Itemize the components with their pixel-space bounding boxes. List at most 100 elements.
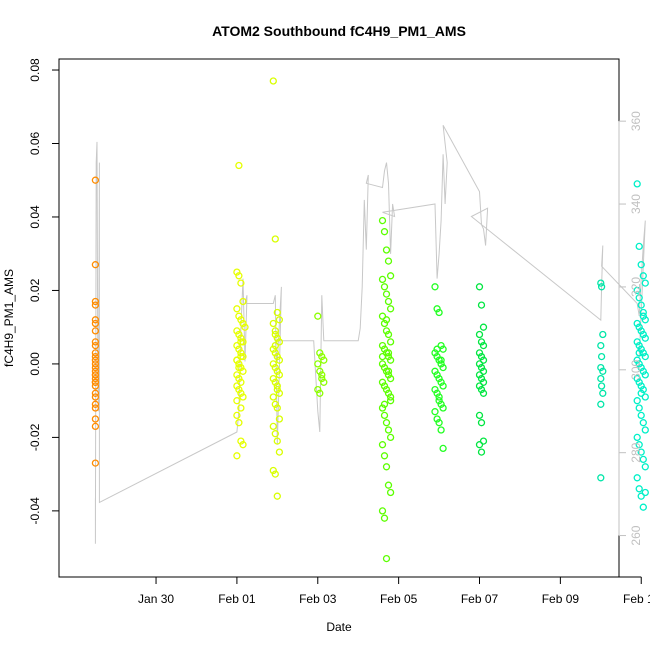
data-point [597, 283, 606, 291]
data-point [384, 481, 393, 489]
data-point [271, 470, 279, 478]
data-point [475, 330, 484, 339]
data-point [237, 404, 245, 412]
x-axis-label: Date [326, 620, 352, 634]
data-point [239, 338, 247, 346]
data-point [435, 393, 443, 401]
data-point [380, 411, 389, 420]
data-point [384, 371, 393, 379]
data-point [479, 367, 488, 375]
data-point [378, 341, 387, 350]
data-point [237, 334, 245, 342]
data-point [597, 382, 606, 390]
data-point [384, 330, 393, 339]
data-point [318, 374, 326, 383]
data-point [271, 349, 279, 357]
data-point [91, 349, 100, 357]
data-point [637, 382, 645, 390]
data-point [271, 363, 279, 372]
data-point [316, 389, 324, 397]
data-point [380, 400, 389, 408]
y-axis-label: fC4H9_PM1_AMS [2, 269, 16, 367]
data-point [91, 319, 100, 328]
data-point [382, 385, 391, 394]
data-point [233, 452, 241, 460]
data-point [382, 554, 391, 563]
data-point [639, 503, 647, 511]
data-point [633, 433, 641, 442]
data-point [597, 341, 605, 350]
data-point [439, 444, 447, 453]
data-point [439, 404, 447, 412]
data-point [479, 356, 488, 364]
data-point [275, 338, 284, 346]
data-point [597, 400, 605, 408]
data-point [269, 345, 277, 353]
data-point [235, 345, 243, 353]
data-point [239, 441, 247, 449]
data-point [269, 422, 277, 431]
data-point [271, 341, 279, 350]
data-point [433, 415, 441, 423]
x-tick-label: Feb 09 [542, 592, 580, 606]
data-point [91, 459, 100, 467]
data-point [433, 389, 441, 397]
data-point [233, 382, 241, 390]
data-point [435, 419, 443, 427]
data-point [433, 345, 441, 353]
x-tick-label: Feb 11 [623, 592, 650, 606]
data-point [639, 385, 647, 394]
data-point [635, 378, 643, 386]
data-point [91, 415, 100, 423]
data-point [479, 389, 488, 397]
data-point [437, 378, 445, 386]
data-point [91, 261, 100, 269]
data-point [435, 308, 443, 317]
data-point [91, 400, 100, 408]
data-point [235, 272, 243, 280]
data-point [477, 374, 486, 383]
data-point [91, 367, 100, 375]
data-point [269, 466, 277, 475]
data-point [380, 319, 389, 328]
y2-tick-label: 280 [629, 442, 643, 462]
data-point [382, 327, 391, 335]
data-point [269, 77, 277, 85]
data-point [378, 404, 387, 412]
data-point [91, 422, 100, 431]
data-point [382, 246, 391, 254]
data-point [639, 312, 647, 320]
data-point [633, 286, 641, 295]
data-point [380, 452, 389, 460]
data-point [91, 389, 100, 397]
data-point [273, 352, 281, 361]
data-point [233, 397, 241, 405]
data-point [637, 448, 645, 456]
y2-tick-label: 320 [629, 277, 643, 297]
data-point [599, 330, 607, 339]
data-point [635, 360, 643, 368]
data-point [635, 242, 643, 251]
data-point [237, 352, 245, 361]
data-point [237, 279, 245, 287]
data-point [378, 275, 387, 284]
y-tick-label: -0.04 [28, 497, 42, 525]
data-point [386, 338, 395, 346]
data-point [233, 411, 241, 420]
data-point [382, 463, 391, 471]
data-point [639, 308, 647, 317]
data-point [386, 488, 395, 497]
data-point [233, 268, 241, 276]
data-point [633, 374, 641, 383]
data-point [273, 404, 281, 412]
data-point [639, 330, 647, 339]
data-point [239, 319, 247, 328]
data-point [233, 356, 241, 364]
data-point [273, 367, 281, 375]
data-point [437, 360, 445, 368]
data-point [633, 338, 641, 346]
data-point [91, 378, 100, 386]
data-point [382, 419, 391, 427]
data-point [597, 279, 605, 287]
